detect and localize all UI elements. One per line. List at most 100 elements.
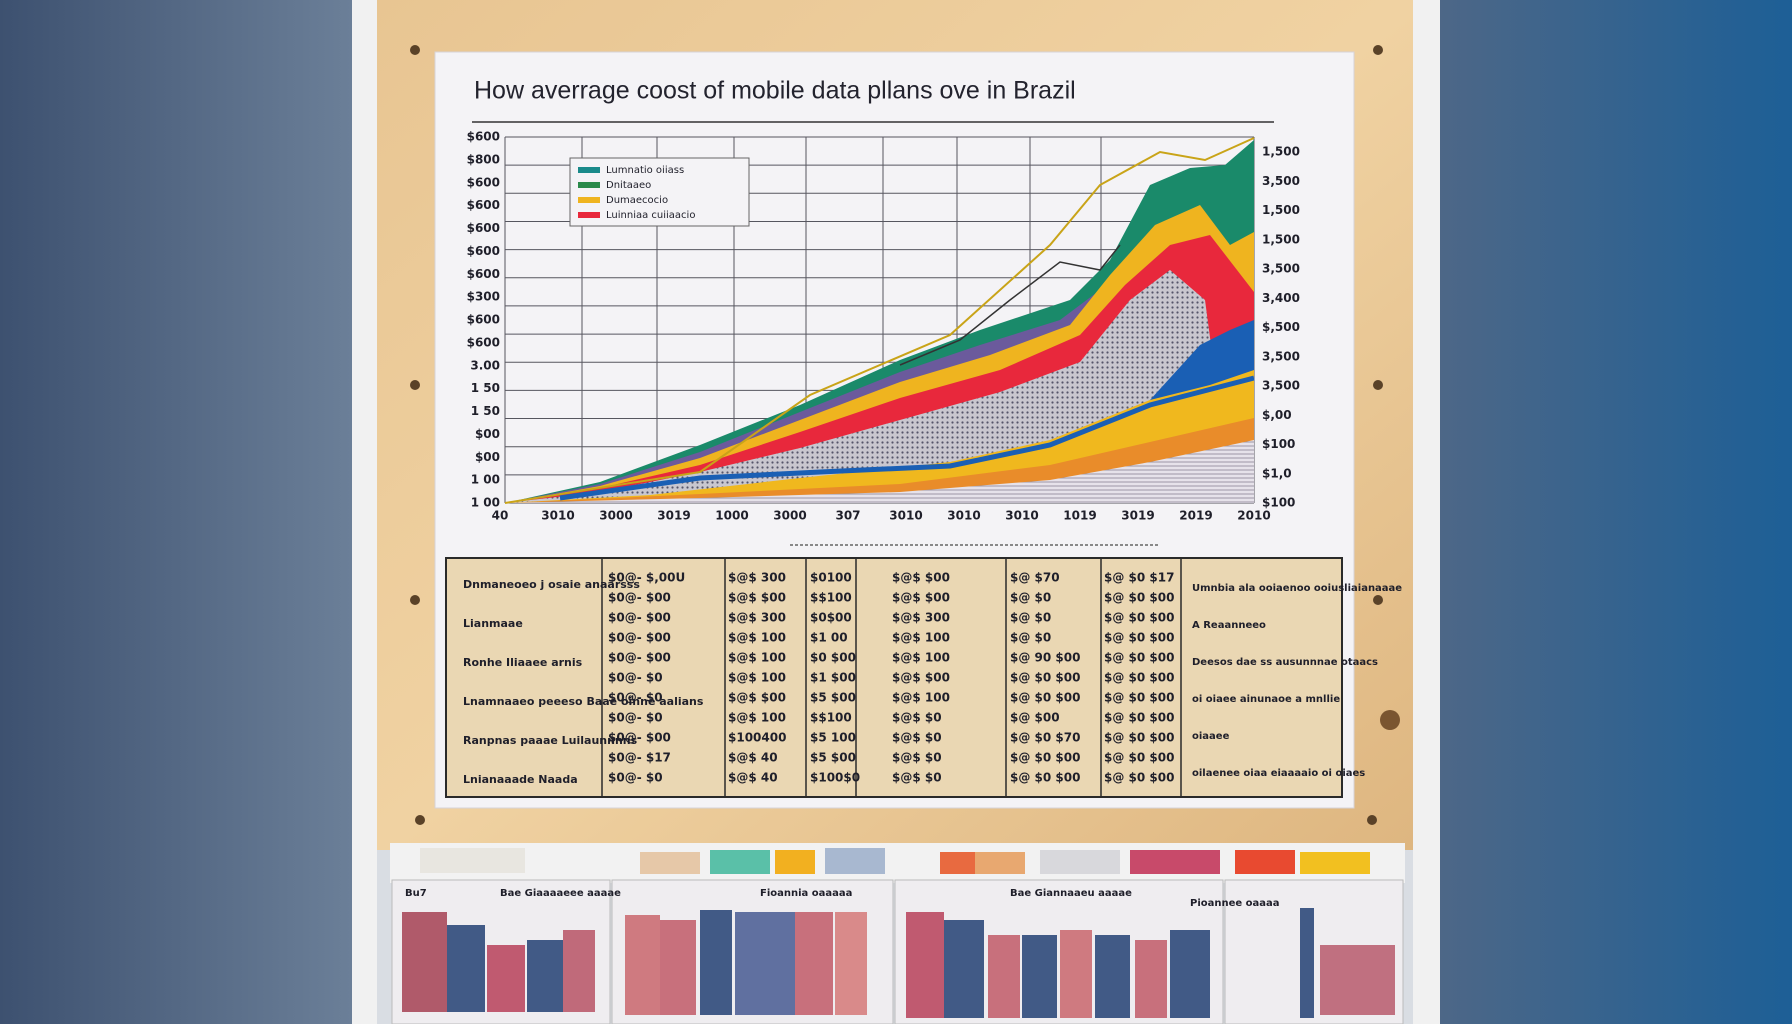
y-label-left: $600 (467, 221, 500, 235)
cell: $@$ 300 (892, 611, 950, 625)
y-label-right: 3,500 (1262, 349, 1300, 363)
cell: $@ $0 $00 (1104, 671, 1174, 685)
x-label: 3010 (889, 509, 922, 523)
data-table (445, 557, 1343, 798)
cell: $@$ 40 (728, 771, 778, 785)
y-label-left: $600 (467, 130, 500, 144)
cell: $@$ 100 (728, 651, 786, 665)
cell: $0$00 (810, 611, 852, 625)
left-gap (352, 0, 377, 1024)
x-label: 2010 (1237, 509, 1270, 523)
legend-label: Luinniaa cuiiaacio (606, 210, 695, 221)
y-label-left: 1 50 (471, 381, 500, 395)
cell: $0@- $17 (608, 751, 671, 765)
area-blue-line (559, 375, 1255, 501)
y-label-left: $600 (467, 267, 500, 281)
cell: $@$ 100 (892, 651, 950, 665)
card-labels: Bu7 Bae Giaaaaeee aaaae Fioannia oaaaaa Bae… (405, 888, 1280, 909)
cell: $@ $0 $00 (1104, 631, 1174, 645)
outline-yellow (504, 137, 1255, 504)
cell: $5 $00 (810, 691, 856, 705)
legend-label: Dnitaaeo (606, 180, 651, 191)
cell: $@ $0 $00 (1010, 751, 1080, 765)
cell: $0@- $00 (608, 651, 671, 665)
right-wall (1440, 0, 1792, 1024)
x-label: 3019 (1121, 509, 1154, 523)
cell: $@$ 100 (728, 671, 786, 685)
note: oilaenee oiaa eiaaaaio oi oiaes (1192, 768, 1365, 779)
cell: $5 100 (810, 731, 856, 745)
cell: $@ 90 $00 (1010, 651, 1080, 665)
card-label: Bu7 (405, 888, 427, 899)
cell: $@$ $0 (892, 771, 942, 785)
row-label: Lnianaaade Naada (463, 773, 578, 786)
papers (420, 848, 1370, 874)
x-label: 3010 (947, 509, 980, 523)
cell: $@ $0 $00 (1104, 771, 1174, 785)
note: Umnbia ala ooiaenoo ooiusliaianaaae (1192, 583, 1402, 594)
y-label-left: $600 (467, 313, 500, 327)
y-label-right: $,00 (1262, 408, 1292, 422)
y-label-left: 3.00 (470, 358, 500, 372)
cell: $0@- $0 (608, 771, 663, 785)
poster-title: How averrage coost of mobile data pllans… (474, 77, 1076, 105)
note: oiaaee (1192, 731, 1230, 742)
note: oi oiaee ainunaoe a mnllie (1192, 694, 1340, 705)
cell: $@ $0 $00 (1104, 611, 1174, 625)
cell: $1 00 (810, 631, 848, 645)
cell: $@ $0 $00 (1010, 771, 1080, 785)
legend-swatch (578, 212, 600, 218)
cell: $@ $00 (1010, 711, 1060, 725)
cell: $@ $0 $00 (1104, 731, 1174, 745)
x-label: 3010 (1005, 509, 1038, 523)
cell: $@$ $00 (892, 591, 950, 605)
y-label-left: $600 (467, 175, 500, 189)
row-label: Lianmaae (463, 617, 523, 630)
cell: $0@- $00 (608, 591, 671, 605)
cell: $1 $00 (810, 671, 856, 685)
y-label-right: $,500 (1262, 320, 1300, 334)
cell: $100$0 (810, 771, 860, 785)
cell: $@$ 100 (892, 691, 950, 705)
cell: $0100 (810, 571, 852, 585)
cell: $0 $00 (810, 651, 856, 665)
legend: Lumnatio oiiass Dnitaaeo Dumaecocio Luinnia… (578, 165, 695, 221)
x-label: 3000 (773, 509, 806, 523)
cell: $@$ 100 (728, 711, 786, 725)
cell: $100400 (728, 731, 786, 745)
x-label: 1019 (1063, 509, 1096, 523)
row-label: Ranpnas paaae Luilaunnnns (463, 734, 638, 747)
card-label: Pioannee oaaaa (1190, 898, 1280, 909)
cell: $@ $0 (1010, 611, 1051, 625)
cell: $5 $00 (810, 751, 856, 765)
cell: $0@- $00 (608, 631, 671, 645)
cell: $0@- $00 (608, 731, 671, 745)
y-label-right: 1,500 (1262, 145, 1300, 159)
cell: $@ $70 (1010, 571, 1060, 585)
y-label-left: 1 00 (471, 496, 500, 510)
cell: $@ $0 $00 (1010, 671, 1080, 685)
y-label-right: 1,500 (1262, 232, 1300, 246)
x-label: 3000 (599, 509, 632, 523)
table-content: Dnmaneoeo j osaie anaarsss Lianmaae Ronhe … (463, 571, 1402, 787)
cell: $0@- $00 (608, 611, 671, 625)
y-label-left: $600 (467, 244, 500, 258)
cell: $@ $0 $17 (1104, 571, 1174, 585)
y-label-right: 3,500 (1262, 174, 1300, 188)
cell: $@$ $0 (892, 731, 942, 745)
y-label-right: 3,500 (1262, 379, 1300, 393)
row-label: Dnmaneoeo j osaie anaarsss (463, 578, 640, 591)
cell: $@$ 100 (892, 631, 950, 645)
card-label: Fioannia oaaaaa (760, 888, 852, 899)
cell: $@ $0 $00 (1104, 651, 1174, 665)
cell: $@ $0 (1010, 631, 1051, 645)
y-label-right: 1,500 (1262, 203, 1300, 217)
y-label-right: $100 (1262, 437, 1295, 451)
outline-dark (899, 244, 1121, 366)
cell: $@ $0 $00 (1104, 691, 1174, 705)
cell: $0@- $0 (608, 671, 663, 685)
legend-label: Lumnatio oiiass (606, 165, 684, 176)
legend-swatch (578, 167, 600, 173)
note: A Reaanneeo (1192, 620, 1266, 631)
